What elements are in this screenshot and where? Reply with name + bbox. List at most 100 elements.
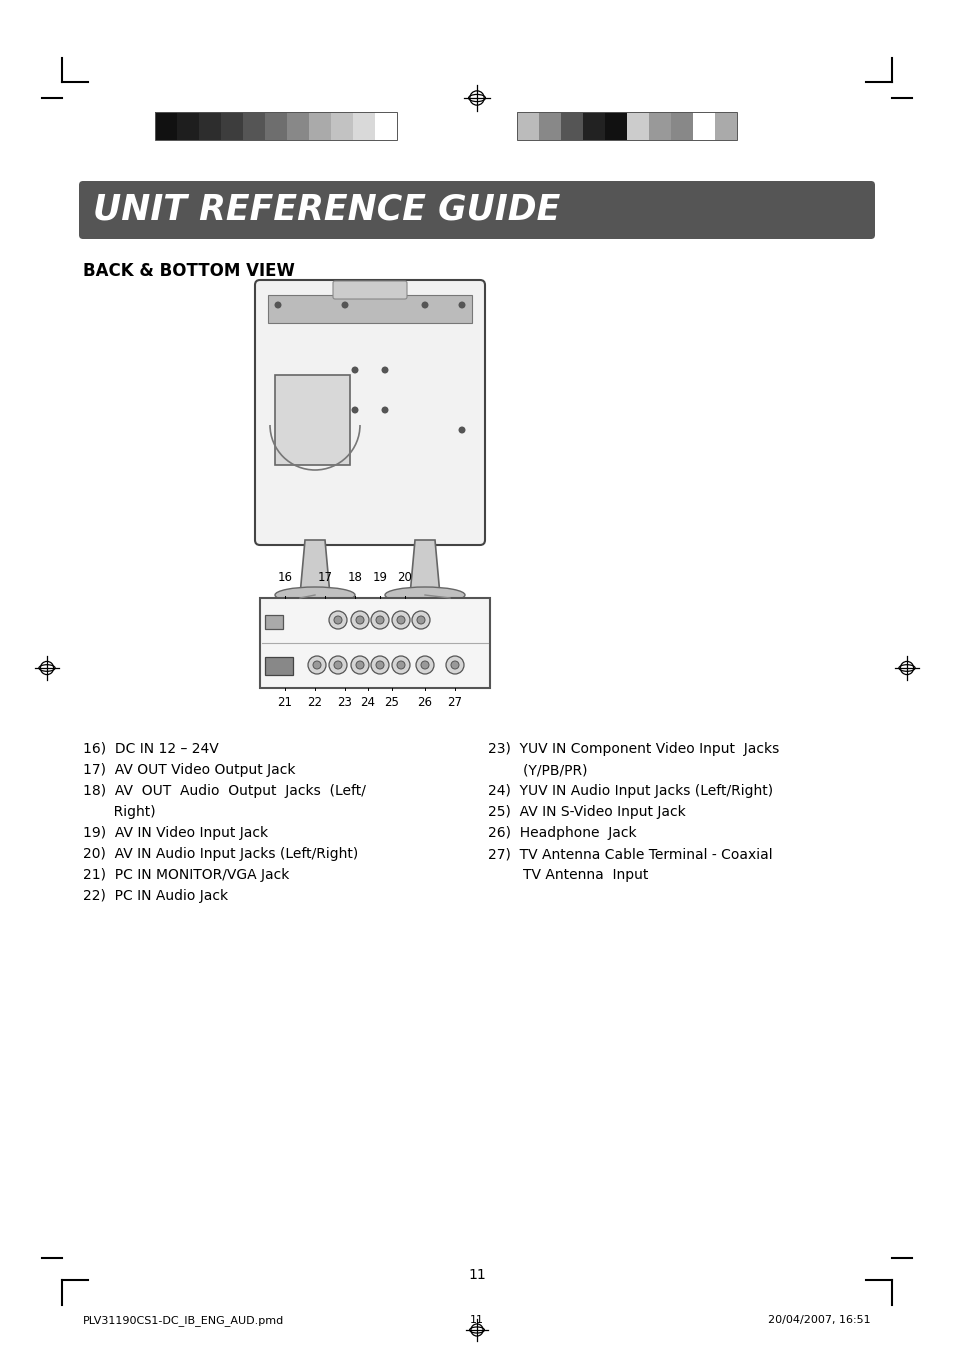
Bar xyxy=(517,112,538,141)
Bar xyxy=(268,295,472,323)
Circle shape xyxy=(351,407,358,413)
Text: 26)  Headphone  Jack: 26) Headphone Jack xyxy=(488,825,636,840)
Bar xyxy=(692,112,714,141)
Text: 18)  AV  OUT  Audio  Output  Jacks  (Left/: 18) AV OUT Audio Output Jacks (Left/ xyxy=(83,784,366,798)
Text: BACK & BOTTOM VIEW: BACK & BOTTOM VIEW xyxy=(83,262,294,280)
Text: UNIT REFERENCE GUIDE: UNIT REFERENCE GUIDE xyxy=(92,193,559,227)
Circle shape xyxy=(313,661,320,669)
Circle shape xyxy=(341,301,348,308)
Circle shape xyxy=(412,611,430,630)
Bar xyxy=(221,112,243,141)
Circle shape xyxy=(371,611,389,630)
Bar xyxy=(714,112,737,141)
Ellipse shape xyxy=(385,586,464,603)
Text: 24)  YUV IN Audio Input Jacks (Left/Right): 24) YUV IN Audio Input Jacks (Left/Right… xyxy=(488,784,772,798)
Bar xyxy=(626,112,648,141)
Circle shape xyxy=(446,657,463,674)
Bar xyxy=(265,657,293,676)
Circle shape xyxy=(416,616,424,624)
Text: TV Antenna  Input: TV Antenna Input xyxy=(488,867,648,882)
Circle shape xyxy=(274,301,281,308)
Bar xyxy=(582,112,604,141)
Text: 17: 17 xyxy=(317,571,333,584)
Bar xyxy=(560,112,582,141)
Text: 18: 18 xyxy=(347,571,362,584)
Text: 19)  AV IN Video Input Jack: 19) AV IN Video Input Jack xyxy=(83,825,268,840)
Circle shape xyxy=(458,301,465,308)
Circle shape xyxy=(392,611,410,630)
Circle shape xyxy=(381,407,388,413)
Text: (Y/PB/PR): (Y/PB/PR) xyxy=(488,763,587,777)
Text: 19: 19 xyxy=(372,571,387,584)
Bar xyxy=(265,112,287,141)
Circle shape xyxy=(329,657,347,674)
Text: 25: 25 xyxy=(384,696,399,709)
Circle shape xyxy=(351,366,358,373)
Circle shape xyxy=(375,616,384,624)
Text: 20)  AV IN Audio Input Jacks (Left/Right): 20) AV IN Audio Input Jacks (Left/Right) xyxy=(83,847,358,861)
Bar xyxy=(260,598,490,688)
Circle shape xyxy=(308,657,326,674)
Circle shape xyxy=(355,616,364,624)
FancyBboxPatch shape xyxy=(254,280,484,544)
Text: 21)  PC IN MONITOR/VGA Jack: 21) PC IN MONITOR/VGA Jack xyxy=(83,867,289,882)
Text: 25)  AV IN S-Video Input Jack: 25) AV IN S-Video Input Jack xyxy=(488,805,685,819)
Circle shape xyxy=(334,661,341,669)
Circle shape xyxy=(375,661,384,669)
Text: 27: 27 xyxy=(447,696,462,709)
Circle shape xyxy=(355,661,364,669)
Bar xyxy=(604,112,626,141)
Text: Right): Right) xyxy=(83,805,155,819)
Bar xyxy=(199,112,221,141)
Text: PLV31190CS1-DC_IB_ENG_AUD.pmd: PLV31190CS1-DC_IB_ENG_AUD.pmd xyxy=(83,1315,284,1325)
Bar xyxy=(353,112,375,141)
Bar xyxy=(154,112,177,141)
Text: 20/04/2007, 16:51: 20/04/2007, 16:51 xyxy=(767,1315,870,1325)
Circle shape xyxy=(451,661,458,669)
Text: 21: 21 xyxy=(277,696,293,709)
Text: 20: 20 xyxy=(397,571,412,584)
Circle shape xyxy=(420,661,429,669)
Circle shape xyxy=(371,657,389,674)
Bar xyxy=(177,112,199,141)
Text: 16: 16 xyxy=(277,571,293,584)
Circle shape xyxy=(334,616,341,624)
Text: 24: 24 xyxy=(360,696,375,709)
Text: 11: 11 xyxy=(468,1269,485,1282)
Text: 16)  DC IN 12 – 24V: 16) DC IN 12 – 24V xyxy=(83,742,218,757)
FancyBboxPatch shape xyxy=(79,181,874,239)
Text: 27)  TV Antenna Cable Terminal - Coaxial: 27) TV Antenna Cable Terminal - Coaxial xyxy=(488,847,772,861)
Bar xyxy=(648,112,670,141)
Bar xyxy=(375,112,396,141)
Text: 11: 11 xyxy=(470,1315,483,1325)
Bar xyxy=(309,112,331,141)
Polygon shape xyxy=(410,540,439,594)
Circle shape xyxy=(381,366,388,373)
Text: 17)  AV OUT Video Output Jack: 17) AV OUT Video Output Jack xyxy=(83,763,295,777)
Ellipse shape xyxy=(274,586,355,603)
Polygon shape xyxy=(299,540,330,594)
FancyBboxPatch shape xyxy=(333,281,407,299)
Bar xyxy=(274,376,350,465)
Circle shape xyxy=(416,657,434,674)
Bar xyxy=(154,112,396,141)
Circle shape xyxy=(329,611,347,630)
Bar xyxy=(517,112,737,141)
Bar xyxy=(331,112,353,141)
Text: 26: 26 xyxy=(417,696,432,709)
Circle shape xyxy=(458,427,465,434)
Text: 22)  PC IN Audio Jack: 22) PC IN Audio Jack xyxy=(83,889,228,902)
Bar xyxy=(287,112,309,141)
Circle shape xyxy=(392,657,410,674)
Text: 22: 22 xyxy=(307,696,322,709)
Circle shape xyxy=(396,616,405,624)
Bar xyxy=(538,112,560,141)
Text: 23)  YUV IN Component Video Input  Jacks: 23) YUV IN Component Video Input Jacks xyxy=(488,742,779,757)
Bar xyxy=(670,112,692,141)
Circle shape xyxy=(396,661,405,669)
Bar xyxy=(243,112,265,141)
Text: 23: 23 xyxy=(337,696,352,709)
Circle shape xyxy=(421,301,428,308)
Bar xyxy=(265,615,283,630)
Circle shape xyxy=(351,611,369,630)
